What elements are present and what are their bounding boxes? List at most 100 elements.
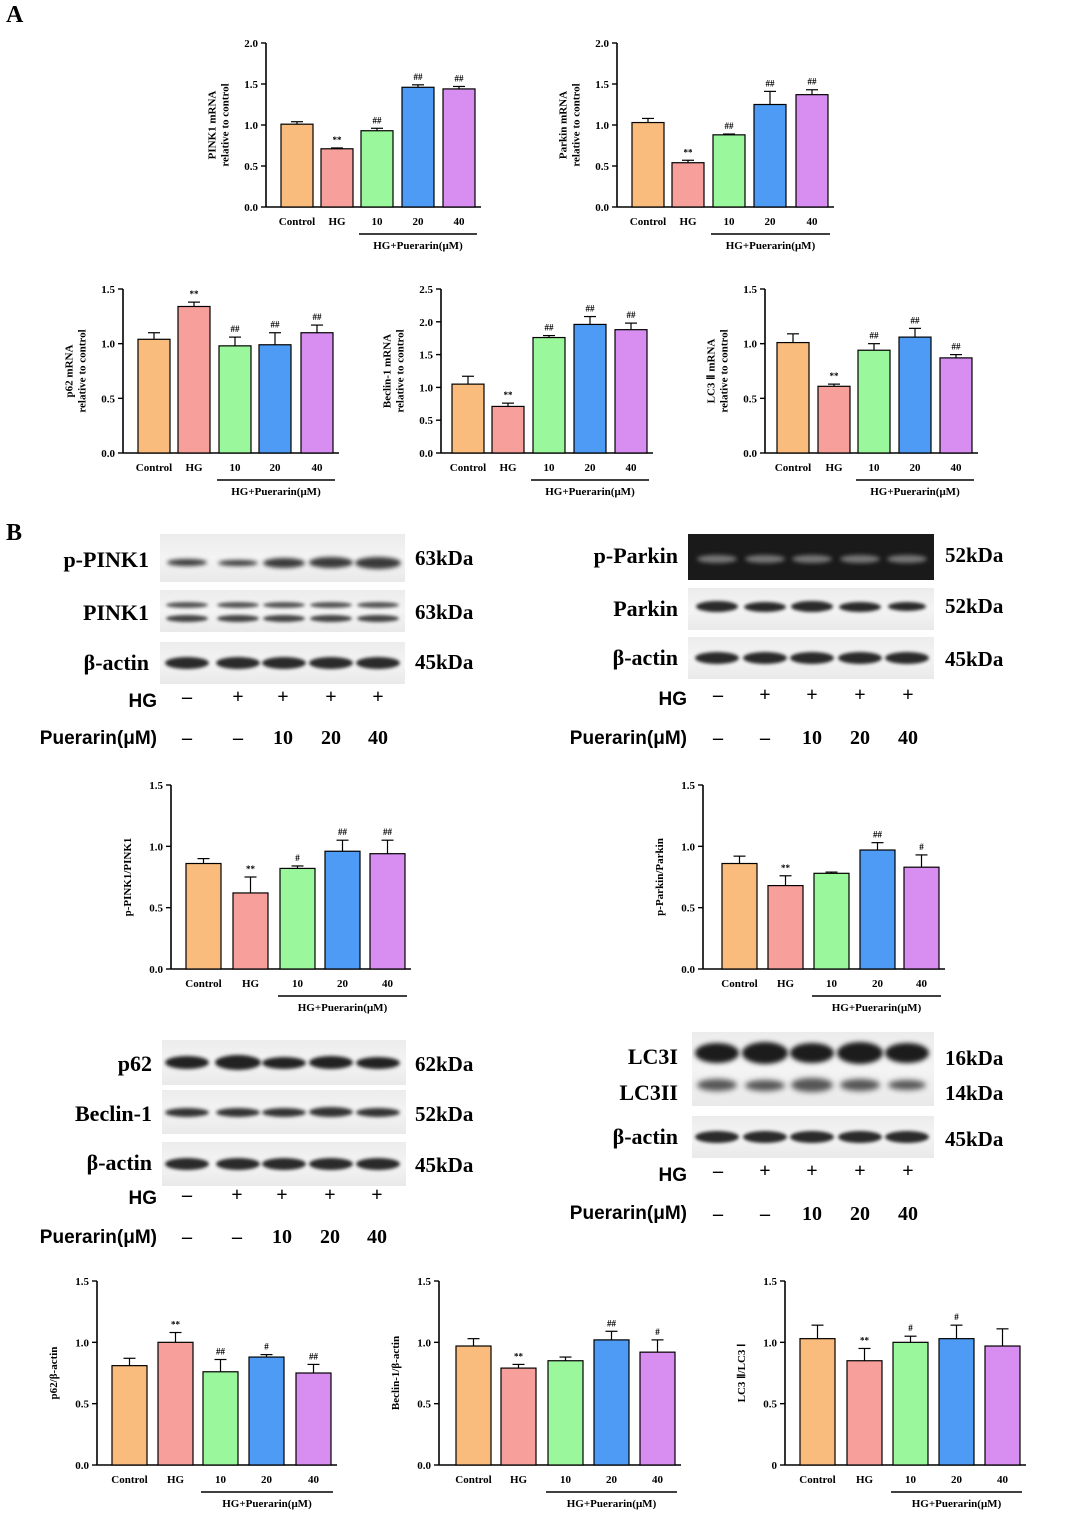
x-tick-label: HG: [856, 1474, 874, 1486]
x-tick-label: 10: [560, 1474, 572, 1486]
x-tick-label: 40: [997, 1474, 1009, 1486]
blot-band: [792, 555, 832, 564]
y-tick-label: 0.5: [101, 393, 115, 405]
x-tick-label: 40: [312, 462, 324, 474]
group-label: HG+Puerarin(μM): [832, 1002, 922, 1014]
kda-label: 62kDa: [415, 1052, 474, 1076]
hg-value: +: [232, 686, 244, 708]
blot-band: [791, 1078, 833, 1093]
significance-mark: ##: [338, 827, 348, 837]
bar-10: [360, 130, 394, 208]
y-tick-label: 0.0: [101, 448, 115, 460]
blot-band: [745, 1079, 785, 1091]
y-tick-label: 1.0: [419, 382, 433, 394]
hg-value: +: [854, 1160, 866, 1182]
x-tick-label: Control: [775, 462, 811, 474]
hg-value: –: [182, 686, 192, 708]
x-tick-label: 10: [372, 216, 384, 228]
y-tick-label: 2.5: [419, 284, 433, 296]
puerarin-value: –: [760, 1203, 770, 1225]
blot-band: [165, 657, 209, 669]
x-tick-label: 10: [826, 978, 838, 990]
bar-hg: [491, 405, 525, 454]
y-tick-label: 1.0: [763, 1337, 777, 1349]
significance-mark: ##: [309, 1351, 319, 1361]
bar-40: [295, 1372, 332, 1466]
puerarin-label: Puerarin(μM): [39, 1227, 157, 1248]
blot-band: [165, 1107, 209, 1117]
x-tick-label: 20: [910, 462, 922, 474]
significance-mark: ##: [383, 827, 393, 837]
y-axis-label: p-Parkin/Parkin: [654, 838, 666, 916]
significance-mark: **: [504, 390, 514, 400]
x-tick-label: 10: [292, 978, 304, 990]
x-tick-label: 40: [454, 216, 466, 228]
bar-40: [614, 329, 648, 454]
y-tick-label: 0: [772, 1460, 778, 1472]
y-tick-label: 0.5: [743, 393, 757, 405]
hg-value: +: [759, 684, 771, 706]
significance-mark: ##: [231, 324, 241, 334]
y-tick-label: 0.0: [681, 964, 695, 976]
y-axis-label: Beclin-1 mRNA: [382, 334, 394, 408]
x-tick-label: HG: [510, 1474, 528, 1486]
y-tick-label: 1.5: [763, 1276, 777, 1288]
y-axis-label: Parkin mRNA: [558, 91, 570, 159]
blot-label-beta-actin: β-actin: [86, 1150, 152, 1175]
y-tick-label: 1.0: [244, 120, 258, 132]
y-axis-label: relative to control: [77, 329, 89, 412]
chart-2: 0.0 0.5 1.0 1.5 2.0 Parkin mRNA relative to co…: [558, 38, 834, 252]
hg-value: +: [902, 1160, 914, 1182]
bar-40: [442, 88, 476, 208]
x-tick-label: 10: [544, 462, 556, 474]
bar-hg: [846, 1360, 883, 1466]
bar-hg: [817, 385, 851, 454]
y-tick-label: 0.5: [149, 903, 163, 915]
x-tick-label: Control: [279, 216, 315, 228]
y-tick-label: 1.0: [101, 339, 115, 351]
blot-band: [166, 615, 208, 623]
significance-mark: #: [264, 1342, 269, 1352]
chart-9: 0.0 0.5 1.0 1.5 Beclin-1/β-actin Control ** HG 1…: [390, 1276, 681, 1510]
blot-band: [696, 601, 738, 613]
kda-label: 63kDa: [415, 546, 474, 570]
bar-40: [903, 866, 940, 970]
y-tick-label: 2.0: [244, 38, 258, 50]
bar-control: [185, 862, 222, 970]
blot-band: [165, 1056, 209, 1069]
kda-label: 52kDa: [945, 594, 1004, 618]
blot-band: [837, 1041, 883, 1064]
significance-mark: ##: [607, 1318, 617, 1328]
bar-10: [532, 336, 566, 454]
blot-band: [888, 1080, 926, 1091]
bar-10: [712, 134, 746, 208]
x-tick-label: HG: [185, 462, 203, 474]
blot-band: [356, 1056, 400, 1069]
hg-value: +: [325, 686, 337, 708]
y-axis-label: LC3 Ⅱ/LC3 Ⅰ: [736, 1344, 748, 1403]
puerarin-value: 10: [802, 727, 822, 749]
x-tick-label: 20: [606, 1474, 618, 1486]
y-tick-label: 1.5: [681, 780, 695, 792]
blot-band: [838, 652, 882, 664]
puerarin-value: 20: [320, 1226, 340, 1248]
blot-band: [263, 615, 305, 623]
blot-band: [309, 557, 353, 569]
bar-40: [369, 853, 406, 970]
puerarin-label: Puerarin(μM): [569, 1203, 687, 1224]
x-tick-label: Control: [721, 978, 757, 990]
puerarin-value: –: [713, 727, 723, 749]
blot-band: [885, 652, 929, 664]
blot-label-beta-actin: β-actin: [612, 1124, 678, 1149]
group-label: HG+Puerarin(μM): [912, 1498, 1002, 1510]
blot-band: [309, 1056, 353, 1069]
chart-10: 0 0.5 1.0 1.5 LC3 Ⅱ/LC3 Ⅰ Control ** HG #10 #20 40…: [736, 1276, 1026, 1510]
blot-band: [695, 1131, 739, 1143]
blot-band: [262, 1107, 306, 1117]
bar-hg: [500, 1367, 537, 1466]
hg-value: –: [713, 1160, 723, 1182]
group-label: HG+Puerarin(μM): [567, 1498, 657, 1510]
bar-control: [455, 1345, 492, 1466]
significance-mark: ##: [216, 1347, 226, 1357]
